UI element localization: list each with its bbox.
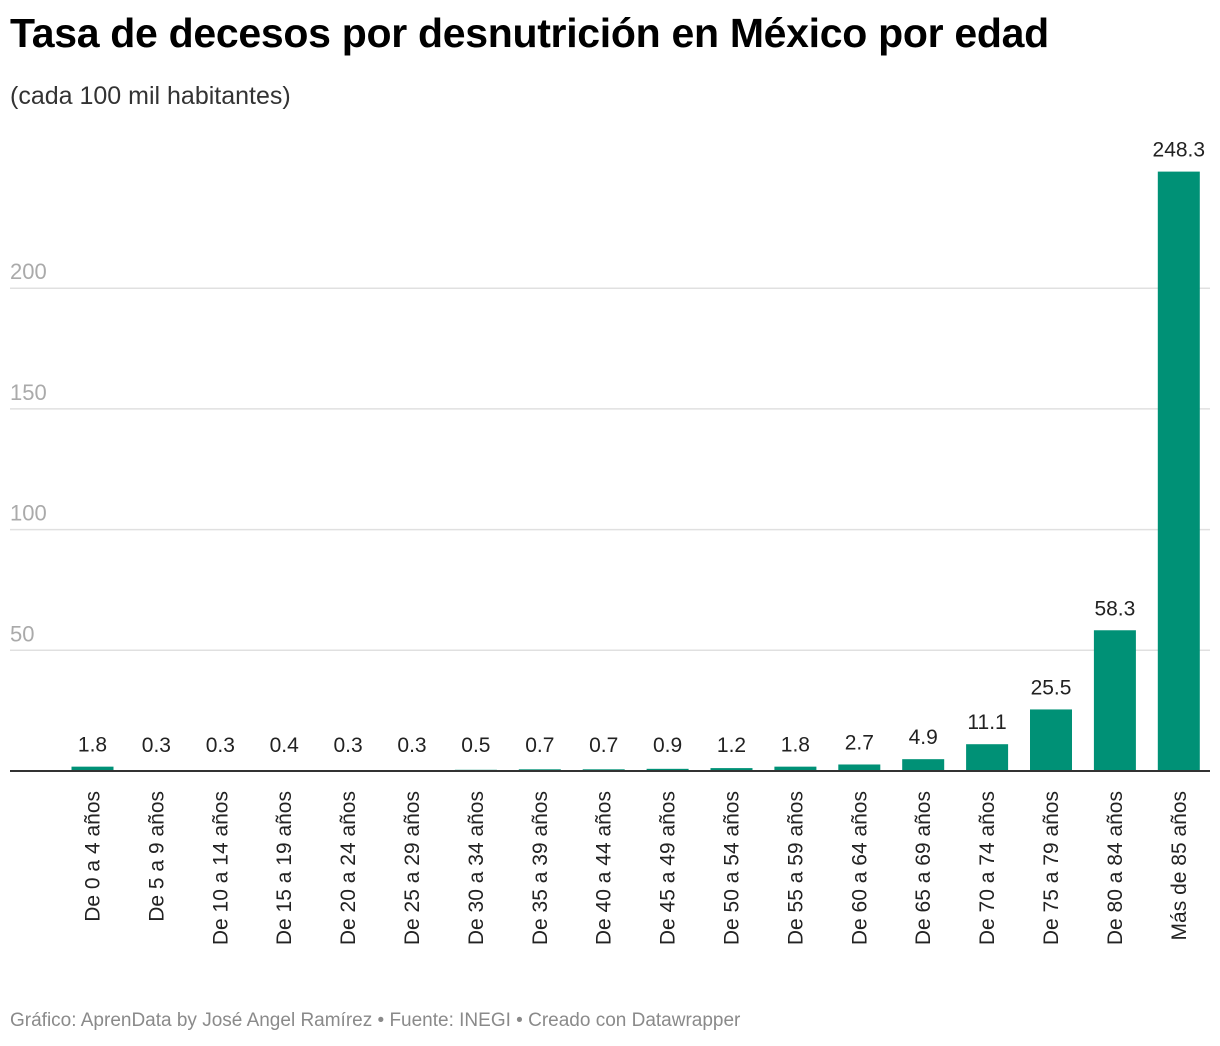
value-label: 1.8	[78, 734, 107, 757]
bar	[710, 768, 753, 771]
value-label: 0.3	[333, 734, 362, 757]
value-label: 0.7	[589, 734, 618, 757]
category-label: De 60 a 64 años	[848, 791, 871, 945]
category-label: De 15 a 19 años	[273, 791, 296, 945]
category-label: De 10 a 14 años	[209, 791, 232, 945]
value-label: 2.7	[845, 731, 874, 754]
category-label: De 25 a 29 años	[401, 791, 424, 945]
category-label: De 50 a 54 años	[721, 791, 744, 945]
value-label: 0.4	[270, 734, 300, 757]
category-label: De 65 a 69 años	[912, 791, 935, 945]
bar-chart: 50 100 150 200 1.8 0.3 0.3 0.4 0.3 0.3 0.5 0.7 0.7 0…	[10, 139, 1210, 945]
value-label: 248.3	[1153, 139, 1206, 162]
chart-footer-credit: Gráfico: AprenData by José Angel Ramírez…	[10, 1010, 741, 1031]
value-label: 0.3	[397, 734, 426, 757]
category-labels: De 0 a 4 años De 5 a 9 años De 10 a 14 año…	[82, 791, 1191, 945]
value-label: 0.3	[142, 734, 171, 757]
bar	[1030, 709, 1072, 771]
value-label: 25.5	[1031, 676, 1072, 699]
gridlines: 50 100 150 200	[10, 259, 1210, 652]
bar	[902, 759, 945, 771]
category-label: Más de 85 años	[1168, 791, 1191, 940]
value-label: 0.5	[461, 734, 490, 757]
bar	[646, 768, 689, 771]
value-label: 1.2	[717, 734, 746, 757]
category-label: De 75 a 79 años	[1040, 791, 1063, 945]
y-tick-label: 100	[10, 501, 47, 526]
category-label: De 35 a 39 años	[529, 791, 552, 945]
bar	[1093, 630, 1136, 771]
value-label: 11.1	[967, 711, 1006, 734]
value-label: 4.9	[909, 726, 938, 749]
category-label: De 30 a 34 años	[465, 791, 488, 945]
bar	[966, 744, 1009, 771]
category-label: De 55 a 59 años	[784, 791, 807, 945]
y-tick-label: 50	[10, 621, 34, 646]
bar	[71, 766, 114, 771]
chart-subtitle: (cada 100 mil habitantes)	[10, 82, 291, 110]
value-label: 1.8	[781, 734, 810, 757]
chart-title: Tasa de decesos por desnutrición en Méxi…	[10, 10, 1049, 56]
bars	[10, 171, 1210, 772]
value-label: 58.3	[1094, 597, 1135, 620]
value-labels: 1.8 0.3 0.3 0.4 0.3 0.3 0.5 0.7 0.7 0.9 1.2 1.8 2.7 4…	[78, 139, 1205, 757]
category-label: De 0 a 4 años	[82, 791, 105, 922]
category-label: De 20 a 24 años	[337, 791, 360, 945]
category-label: De 45 a 49 años	[657, 791, 680, 945]
y-tick-label: 150	[10, 380, 47, 405]
category-label: De 70 a 74 años	[976, 791, 999, 945]
category-label: De 5 a 9 años	[145, 791, 168, 922]
y-tick-label: 200	[10, 259, 47, 284]
bar	[1157, 171, 1200, 771]
bar	[838, 764, 881, 771]
value-label: 0.3	[206, 734, 235, 757]
value-label: 0.9	[653, 734, 682, 757]
category-label: De 40 a 44 años	[593, 791, 616, 945]
value-label: 0.7	[525, 734, 554, 757]
category-label: De 80 a 84 años	[1104, 791, 1127, 945]
bar	[774, 766, 817, 771]
